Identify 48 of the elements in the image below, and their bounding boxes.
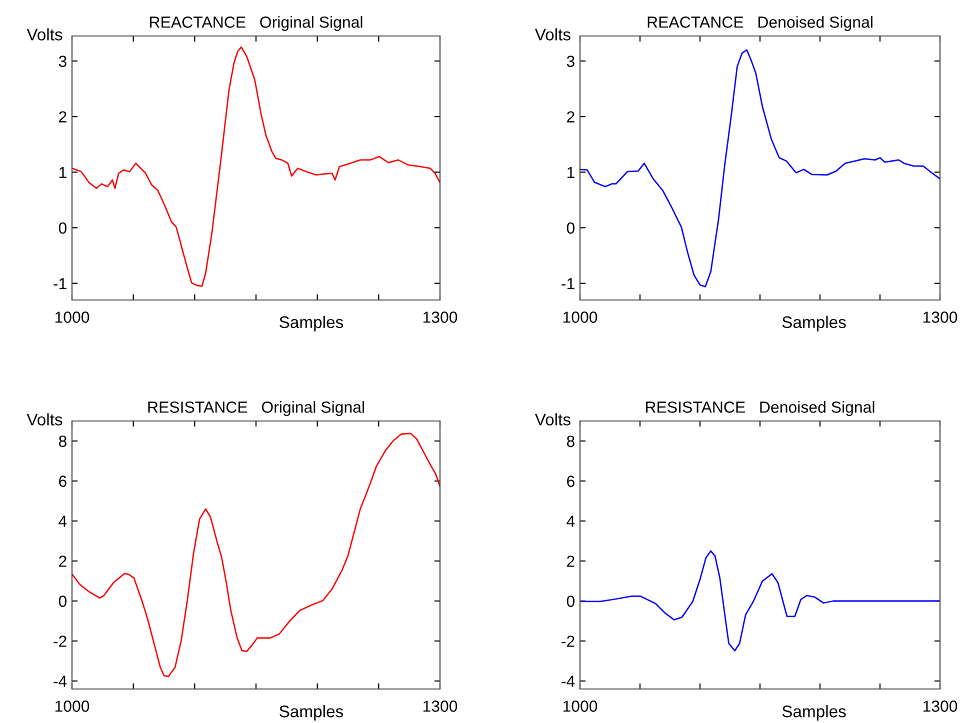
y-tick-label: 8 <box>566 436 574 447</box>
y-tick-label: 3 <box>566 56 574 67</box>
y-tick-label: 6 <box>59 476 66 487</box>
chart-title: REACTANCE Original Signal <box>150 16 362 31</box>
y-tick-label: 4 <box>58 516 67 527</box>
y-tick-label: -4 <box>54 676 67 687</box>
y-axis-title: Volts <box>26 28 62 40</box>
y-tick-label: 0 <box>58 596 67 607</box>
y-tick-label: 1 <box>59 166 66 178</box>
x-tick-label: 1000 <box>55 312 90 323</box>
y-tick-label: 0 <box>58 222 67 234</box>
chart-title: RESISTANCE Denoised Signal <box>646 401 874 416</box>
x-tick-label: 1000 <box>563 312 598 323</box>
y-tick-label: -2 <box>562 636 574 647</box>
y-tick-label: -4 <box>562 676 575 687</box>
x-tick-label: 1300 <box>423 700 458 712</box>
y-tick-label: 4 <box>566 516 575 527</box>
x-tick-label: 1300 <box>923 312 958 323</box>
y-tick-label: -1 <box>54 278 66 290</box>
line-series <box>72 432 440 678</box>
x-tick-label: 1000 <box>563 700 598 712</box>
y-tick-label: -2 <box>54 636 66 647</box>
y-tick-label: 6 <box>567 476 574 487</box>
line-series <box>580 550 940 652</box>
y-axis-title: Volts <box>534 28 570 40</box>
y-tick-label: 0 <box>566 222 575 234</box>
y-tick-label: 2 <box>567 556 574 567</box>
x-tick-label: 1000 <box>55 700 90 712</box>
y-tick-label: 2 <box>567 111 574 122</box>
x-axis-title: Samples <box>782 316 846 332</box>
line-series <box>72 46 440 287</box>
x-axis-title: Samples <box>280 316 344 332</box>
x-axis-title: Samples <box>782 705 846 721</box>
y-tick-label: 3 <box>58 56 66 67</box>
y-axis-title: Volts <box>26 413 62 426</box>
y-tick-label: 2 <box>59 556 66 567</box>
y-tick-label: -1 <box>562 278 574 290</box>
y-tick-label: 8 <box>58 436 66 447</box>
y-tick-label: 2 <box>59 111 66 122</box>
chart-title: REACTANCE Denoised Signal <box>648 16 872 31</box>
x-axis-title: Samples <box>280 705 344 721</box>
y-tick-label: 1 <box>567 166 574 178</box>
x-tick-label: 1300 <box>423 312 458 323</box>
line-series <box>580 49 940 288</box>
y-axis-title: Volts <box>534 413 570 426</box>
y-tick-label: 0 <box>566 596 575 607</box>
chart-title: RESISTANCE Original Signal <box>148 401 364 416</box>
x-tick-label: 1300 <box>923 700 958 712</box>
